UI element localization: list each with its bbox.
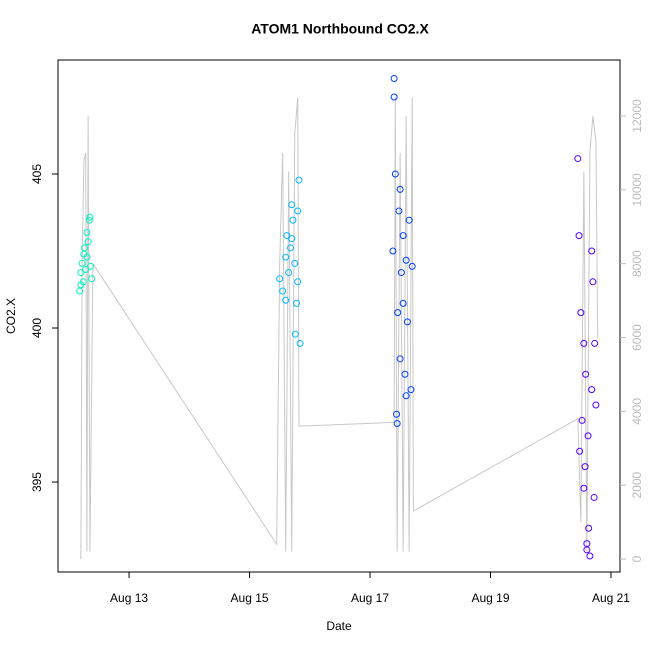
y-tick-label: 405: [30, 164, 44, 184]
y-tick-label: 400: [30, 318, 44, 338]
point: [591, 339, 599, 347]
point: [577, 309, 585, 317]
x-axis-label: Date: [326, 619, 352, 633]
x-tick-label: Aug 13: [110, 591, 148, 605]
line-series: [80, 97, 599, 560]
point: [395, 207, 403, 215]
point: [77, 281, 85, 289]
point: [289, 216, 297, 224]
point: [276, 275, 284, 283]
y-tick-label: 395: [30, 472, 44, 492]
point: [403, 318, 411, 326]
point: [84, 238, 92, 246]
point: [592, 401, 600, 409]
y2-tick-label: 10000: [630, 173, 644, 207]
point: [82, 265, 90, 273]
point: [285, 269, 293, 277]
point: [578, 416, 586, 424]
point: [393, 410, 401, 418]
point: [397, 269, 405, 277]
point: [396, 185, 404, 193]
point: [83, 229, 91, 237]
point: [287, 244, 295, 252]
point: [393, 420, 401, 428]
chart-title: ATOM1 Northbound CO2.X: [251, 21, 429, 37]
point: [396, 355, 404, 363]
y2-tick-label: 4000: [630, 398, 644, 425]
point: [590, 493, 598, 501]
y2-tick-label: 2000: [630, 472, 644, 499]
point: [580, 339, 588, 347]
point: [584, 432, 592, 440]
y-axis-label: CO2.X: [4, 298, 18, 334]
point: [389, 247, 397, 255]
point: [85, 216, 93, 224]
point: [585, 524, 593, 532]
point: [399, 299, 407, 307]
point: [586, 552, 594, 560]
point: [288, 201, 296, 209]
point: [581, 463, 589, 471]
point: [580, 484, 588, 492]
point: [294, 207, 302, 215]
point: [390, 74, 398, 82]
plot-frame: [57, 59, 621, 573]
point: [279, 287, 287, 295]
point: [291, 259, 299, 267]
point: [402, 256, 410, 264]
point: [288, 235, 296, 243]
point: [78, 259, 86, 267]
x-tick-label: Aug 17: [351, 591, 389, 605]
point: [583, 546, 591, 554]
point: [589, 278, 597, 286]
y2-tick-label: 6000: [630, 324, 644, 351]
x-tick-label: Aug 19: [471, 591, 509, 605]
point: [291, 330, 299, 338]
point: [295, 176, 303, 184]
point: [283, 232, 291, 240]
point: [294, 278, 302, 286]
point: [77, 269, 85, 277]
point: [86, 213, 94, 221]
point: [576, 447, 584, 455]
point: [405, 216, 413, 224]
point: [391, 170, 399, 178]
point: [87, 262, 95, 270]
point: [399, 232, 407, 240]
point: [575, 232, 583, 240]
point: [401, 370, 409, 378]
point: [574, 155, 582, 163]
point: [282, 296, 290, 304]
point: [407, 386, 415, 394]
x-tick-label: Aug 15: [231, 591, 269, 605]
point: [282, 253, 290, 261]
y2-tick-label: 8000: [630, 250, 644, 277]
x-tick-label: Aug 21: [592, 591, 630, 605]
point: [390, 93, 398, 101]
point: [88, 275, 96, 283]
point: [588, 247, 596, 255]
y2-tick-label: 0: [630, 555, 644, 562]
point: [402, 392, 410, 400]
point: [394, 309, 402, 317]
point: [296, 339, 304, 347]
point: [80, 250, 88, 258]
point: [582, 370, 590, 378]
point: [293, 299, 301, 307]
point: [408, 262, 416, 270]
point: [588, 386, 596, 394]
y2-tick-label: 12000: [630, 99, 644, 133]
